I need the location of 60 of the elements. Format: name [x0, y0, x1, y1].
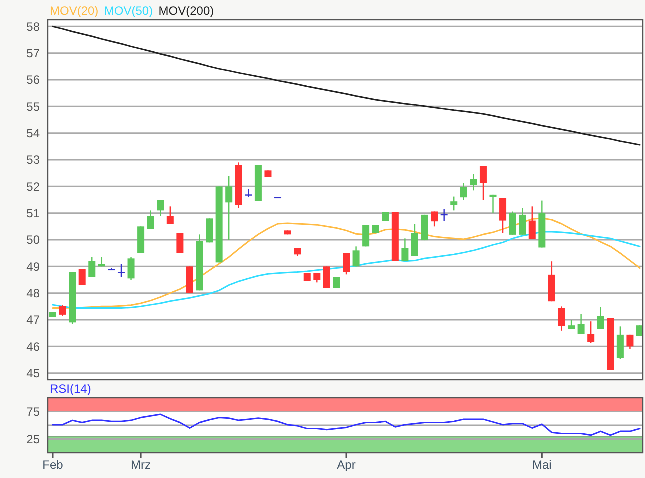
x-tick-label: Apr	[337, 458, 356, 472]
candlestick	[509, 211, 516, 236]
candlestick	[411, 223, 418, 257]
y-tick-label: 46	[26, 340, 40, 354]
candlestick	[500, 198, 507, 234]
candlestick	[616, 326, 624, 360]
line-series	[52, 26, 641, 146]
x-tick-label: Mai	[532, 458, 552, 472]
candlestick	[323, 266, 330, 289]
candlestick	[59, 304, 66, 317]
candlestick	[245, 188, 252, 198]
x-tick-label: Feb	[42, 458, 64, 472]
candlestick	[402, 238, 409, 262]
y-tick-label: 75	[26, 404, 40, 419]
candlestick	[343, 252, 350, 276]
candlestick	[352, 246, 360, 268]
y-tick-label: 58	[26, 20, 40, 34]
candlestick	[157, 199, 164, 217]
candlestick	[176, 232, 184, 254]
y-tick-label: 25	[26, 432, 40, 446]
candlestick	[226, 175, 233, 241]
candlestick	[147, 210, 154, 230]
y-tick-label: 48	[26, 286, 40, 301]
text: MOV(200)	[158, 4, 214, 18]
y-tick-label: 50	[26, 233, 40, 248]
candlestick	[568, 319, 576, 330]
y-tick-label: 51	[26, 206, 40, 221]
candlestick	[528, 206, 536, 240]
candlestick	[597, 306, 604, 330]
candlestick	[588, 321, 595, 344]
y-tick-label: 55	[26, 100, 40, 114]
text: RSI(14)	[50, 382, 92, 396]
text: MOV(50)	[104, 4, 154, 18]
y-tick-label: 47	[26, 313, 40, 328]
candlestick	[519, 208, 526, 236]
line-series	[52, 414, 641, 436]
candlestick	[382, 211, 390, 222]
candlestick	[470, 174, 478, 192]
candlestick	[450, 196, 458, 212]
candlestick	[558, 306, 566, 332]
candlestick	[480, 166, 487, 201]
y-tick-label: 49	[26, 260, 40, 274]
candlestick	[206, 218, 214, 244]
candlestick	[78, 268, 86, 286]
x-tick-label: Mrz	[131, 458, 152, 472]
y-tick-label: 53	[26, 153, 40, 168]
y-tick-label: 56	[26, 73, 40, 88]
candlestick	[626, 334, 634, 350]
y-tick-label: 52	[26, 180, 40, 194]
y-tick-label: 54	[26, 126, 40, 141]
candlestick	[431, 211, 438, 228]
y-tick-label: 45	[26, 366, 40, 381]
candlestick	[490, 194, 497, 214]
candlestick	[88, 256, 96, 278]
candlestick	[166, 206, 174, 225]
candlestick	[128, 256, 135, 281]
candlestick	[578, 314, 585, 335]
y-tick-label: 57	[26, 46, 40, 61]
candlestick	[460, 182, 468, 201]
text: MOV(20)	[50, 4, 99, 18]
